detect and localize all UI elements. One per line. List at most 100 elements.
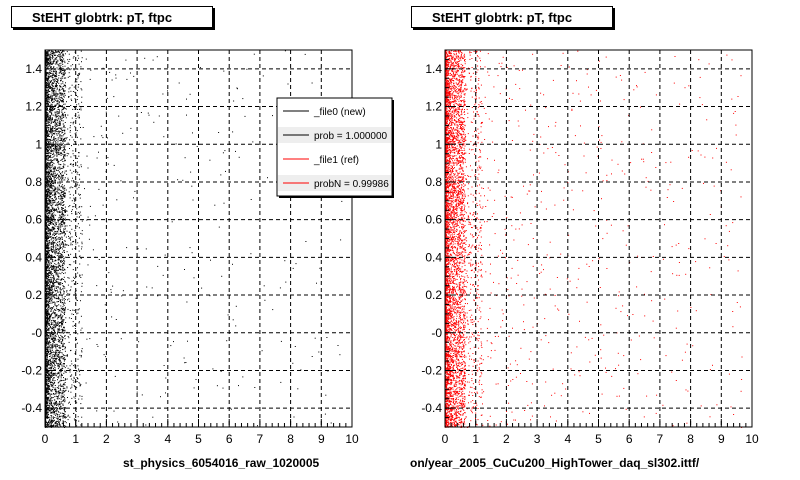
data-point xyxy=(50,139,51,141)
data-point xyxy=(47,67,49,69)
data-point xyxy=(56,154,58,156)
data-point xyxy=(45,114,47,116)
data-point xyxy=(45,342,47,344)
data-point xyxy=(56,349,58,351)
data-point xyxy=(51,50,53,52)
data-point xyxy=(61,336,63,338)
data-point xyxy=(61,185,62,187)
data-point xyxy=(53,280,55,282)
data-point xyxy=(59,147,61,149)
data-point xyxy=(58,224,60,226)
data-point xyxy=(64,196,66,198)
data-point xyxy=(48,299,50,301)
data-point xyxy=(54,232,56,234)
data-point xyxy=(46,408,48,410)
data-point xyxy=(55,294,57,296)
data-point xyxy=(48,133,50,135)
data-point xyxy=(56,149,58,151)
data-point xyxy=(55,188,57,190)
data-point xyxy=(50,198,52,200)
data-point xyxy=(64,370,66,372)
data-point xyxy=(46,417,48,419)
data-point xyxy=(57,281,59,283)
data-point xyxy=(45,61,47,63)
data-point xyxy=(60,153,62,155)
data-point xyxy=(49,152,51,154)
data-point xyxy=(46,298,48,299)
data-point xyxy=(54,145,56,147)
data-point xyxy=(46,362,48,364)
data-point xyxy=(53,218,55,220)
data-point xyxy=(47,218,49,220)
data-point xyxy=(50,389,52,391)
data-point xyxy=(64,155,66,157)
data-point xyxy=(61,205,63,206)
data-point xyxy=(47,188,49,190)
data-point xyxy=(45,126,47,128)
data-point xyxy=(63,86,65,87)
data-point xyxy=(62,186,64,188)
data-point xyxy=(49,156,51,158)
data-point xyxy=(58,352,60,353)
data-point xyxy=(46,400,48,402)
data-point xyxy=(46,190,48,192)
data-point xyxy=(50,67,52,68)
data-point xyxy=(58,351,60,353)
data-point xyxy=(47,135,49,137)
data-point xyxy=(49,420,51,422)
data-point xyxy=(58,108,60,110)
data-point xyxy=(58,364,60,366)
data-point xyxy=(57,315,59,317)
data-point xyxy=(46,168,48,170)
data-point xyxy=(53,362,55,364)
data-point xyxy=(57,162,59,164)
data-point xyxy=(46,260,48,262)
data-point xyxy=(51,63,53,65)
data-point xyxy=(50,132,52,134)
data-point xyxy=(61,316,63,318)
data-point xyxy=(57,111,59,113)
data-point xyxy=(63,223,65,225)
data-point xyxy=(51,58,53,60)
data-point xyxy=(64,108,66,109)
data-point xyxy=(61,69,63,71)
data-point xyxy=(64,338,66,340)
data-point xyxy=(54,124,56,126)
data-point xyxy=(50,316,51,318)
data-point xyxy=(48,59,50,61)
data-point xyxy=(55,146,57,148)
data-point xyxy=(57,228,59,229)
data-point xyxy=(59,127,61,129)
data-point xyxy=(54,140,56,142)
data-point xyxy=(45,141,47,143)
data-point xyxy=(51,330,53,332)
data-point xyxy=(50,417,52,419)
data-point xyxy=(48,227,50,229)
data-point xyxy=(48,377,50,379)
data-point xyxy=(55,279,57,281)
data-point xyxy=(46,113,48,115)
data-point xyxy=(45,56,47,58)
data-point xyxy=(64,127,66,129)
data-point xyxy=(58,228,60,230)
data-point xyxy=(58,403,60,405)
data-point xyxy=(48,236,50,238)
data-point xyxy=(46,236,48,238)
data-point xyxy=(51,70,53,72)
data-point xyxy=(64,417,66,419)
data-point xyxy=(49,254,50,256)
data-point xyxy=(51,412,53,414)
data-point xyxy=(47,51,49,53)
data-point xyxy=(57,376,59,378)
data-point xyxy=(57,245,58,247)
data-point xyxy=(53,345,55,347)
data-point xyxy=(59,299,61,301)
data-point xyxy=(62,349,64,350)
data-point xyxy=(52,61,54,63)
data-point xyxy=(47,416,49,417)
data-point xyxy=(61,202,63,204)
data-point xyxy=(45,346,47,348)
data-point xyxy=(49,232,51,234)
data-point xyxy=(45,407,47,409)
data-point xyxy=(49,271,51,273)
